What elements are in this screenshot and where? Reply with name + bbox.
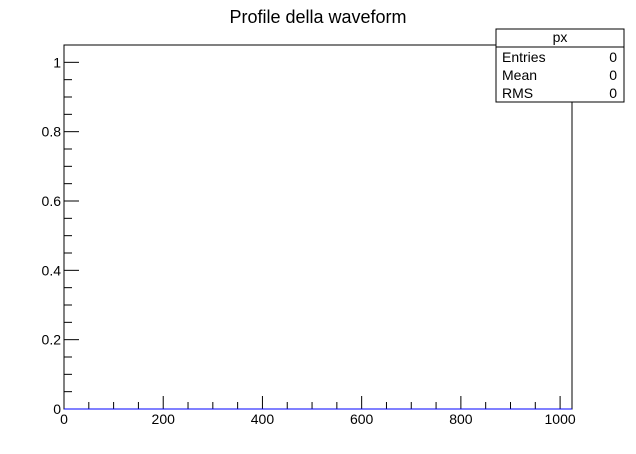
stats-row-value: 0	[609, 85, 617, 101]
stats-row-value: 0	[609, 49, 617, 65]
y-tick-label: 0	[53, 401, 61, 417]
x-tick-label: 600	[350, 411, 374, 427]
stats-row-label: RMS	[502, 85, 533, 101]
x-tick-label: 400	[251, 411, 275, 427]
x-tick-label: 800	[449, 411, 473, 427]
y-tick-label: 0.8	[42, 124, 62, 140]
y-axis: 0 0.2 0.4 0.6 0.8 1	[42, 44, 79, 417]
stats-box-title: px	[553, 29, 568, 45]
x-axis: 0 200 400 600 800 1000	[60, 396, 576, 427]
stats-row-value: 0	[609, 67, 617, 83]
stats-row-label: Entries	[502, 49, 546, 65]
stats-rows: Entries 0 Mean 0 RMS 0	[502, 49, 617, 101]
chart-title: Profile della waveform	[229, 7, 406, 27]
x-tick-label: 1000	[545, 411, 576, 427]
y-tick-label: 1	[53, 54, 61, 70]
y-tick-label: 0.2	[42, 332, 62, 348]
x-tick-label: 200	[152, 411, 176, 427]
y-tick-label: 0.6	[42, 193, 62, 209]
x-tick-label: 0	[60, 411, 68, 427]
stats-box: px Entries 0 Mean 0 RMS 0	[495, 28, 625, 103]
stats-box-frame	[495, 28, 625, 103]
plot-frame	[63, 44, 573, 410]
y-tick-label: 0.4	[42, 262, 62, 278]
stats-row-label: Mean	[502, 67, 537, 83]
